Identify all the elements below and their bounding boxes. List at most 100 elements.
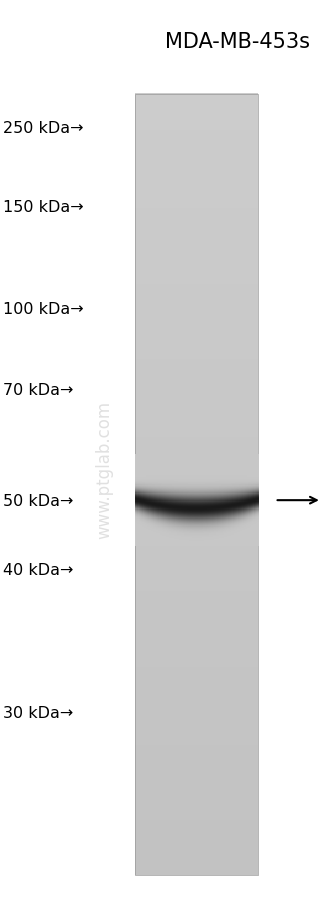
Bar xyxy=(157,504,159,506)
Bar xyxy=(230,468,231,470)
Bar xyxy=(227,542,229,544)
Bar xyxy=(221,516,223,518)
Bar xyxy=(219,513,220,515)
Bar xyxy=(145,519,146,521)
Bar xyxy=(208,505,209,508)
Bar xyxy=(227,519,229,521)
Bar xyxy=(176,478,177,480)
Bar xyxy=(186,512,187,514)
Bar xyxy=(171,539,172,541)
Bar xyxy=(205,474,207,475)
Bar xyxy=(215,462,217,465)
Bar xyxy=(147,540,149,543)
Bar xyxy=(166,509,167,511)
Bar xyxy=(210,533,212,535)
Bar xyxy=(152,526,154,528)
Bar xyxy=(226,517,228,519)
Bar xyxy=(246,496,248,498)
Bar xyxy=(152,492,154,495)
Bar xyxy=(176,544,177,546)
Bar xyxy=(147,534,149,536)
Bar xyxy=(242,478,244,480)
Bar xyxy=(198,516,200,518)
Bar xyxy=(179,538,181,539)
Bar xyxy=(205,499,207,501)
Bar xyxy=(229,536,230,538)
Bar xyxy=(223,474,224,477)
Bar xyxy=(232,473,234,474)
Bar xyxy=(163,481,165,483)
Bar xyxy=(212,521,213,523)
Bar xyxy=(186,536,187,538)
Bar xyxy=(156,540,157,543)
Bar xyxy=(166,494,167,496)
Bar xyxy=(160,483,161,486)
Bar xyxy=(145,456,146,458)
Bar xyxy=(193,529,194,531)
Bar xyxy=(243,457,245,460)
Bar xyxy=(256,456,257,458)
Bar xyxy=(150,468,151,470)
Bar xyxy=(144,479,145,482)
Bar xyxy=(168,456,170,458)
Bar xyxy=(227,505,229,508)
Bar xyxy=(144,462,145,465)
Bar xyxy=(145,499,146,501)
Bar xyxy=(242,509,244,511)
Bar xyxy=(179,474,181,475)
Bar xyxy=(147,495,149,497)
Bar xyxy=(203,479,204,482)
Bar xyxy=(158,460,160,462)
Bar xyxy=(203,496,204,498)
Bar xyxy=(254,536,255,538)
Bar xyxy=(162,473,163,474)
Bar xyxy=(194,491,196,492)
Bar xyxy=(193,485,194,487)
Bar xyxy=(190,534,192,536)
Bar xyxy=(229,516,230,518)
Bar xyxy=(205,483,207,486)
Bar xyxy=(215,492,217,493)
Bar xyxy=(239,526,240,528)
Bar xyxy=(178,477,180,479)
Bar xyxy=(168,456,170,457)
Bar xyxy=(242,531,244,534)
Bar xyxy=(239,523,240,526)
Bar xyxy=(195,510,197,512)
Bar xyxy=(249,529,250,530)
Bar xyxy=(250,459,251,461)
Bar xyxy=(241,507,243,509)
Bar xyxy=(242,540,244,543)
Bar xyxy=(135,208,258,212)
Bar xyxy=(202,481,203,483)
Bar xyxy=(156,499,157,501)
Bar xyxy=(202,518,203,520)
Bar xyxy=(194,542,196,544)
Bar xyxy=(135,565,258,568)
Bar xyxy=(230,456,231,457)
Bar xyxy=(232,504,234,506)
Bar xyxy=(187,473,188,474)
Bar xyxy=(163,465,165,467)
Bar xyxy=(205,492,207,495)
Bar xyxy=(237,536,239,538)
Bar xyxy=(257,539,259,541)
Bar xyxy=(221,519,223,521)
Bar xyxy=(178,519,180,521)
Bar xyxy=(230,504,231,506)
Bar xyxy=(135,460,136,462)
Bar xyxy=(153,519,155,521)
Bar xyxy=(197,499,198,501)
Bar xyxy=(197,527,198,529)
Bar xyxy=(187,504,188,506)
Bar xyxy=(146,538,148,540)
Bar xyxy=(178,457,180,460)
Bar xyxy=(250,486,251,488)
Bar xyxy=(146,478,148,480)
Bar xyxy=(252,468,254,470)
Bar xyxy=(145,476,146,478)
Bar xyxy=(153,466,155,469)
Bar xyxy=(208,494,209,496)
Bar xyxy=(151,460,152,462)
Bar xyxy=(241,464,243,465)
